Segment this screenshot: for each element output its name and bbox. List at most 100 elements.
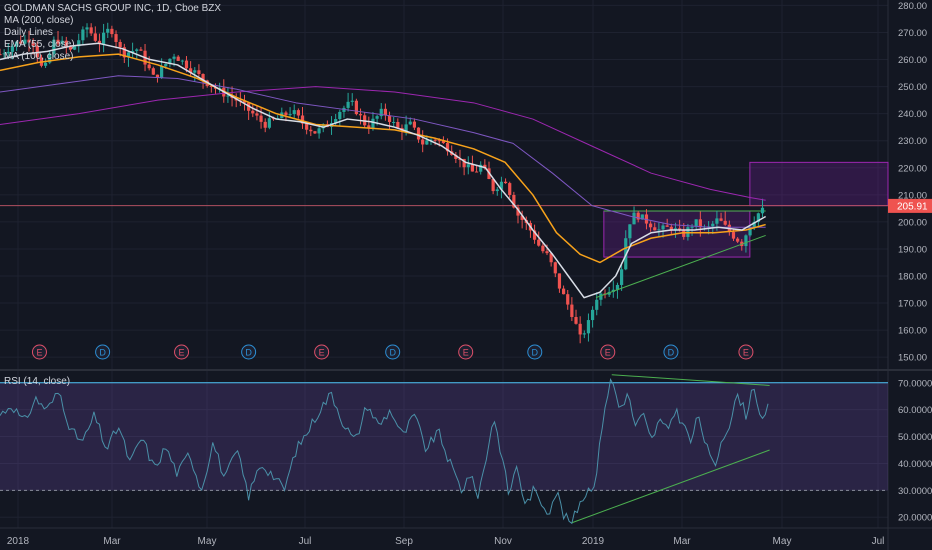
earnings-marker [600,344,616,360]
candle-body [694,219,698,227]
candle-body [690,226,694,228]
rsi-lower-trendline [572,449,770,524]
candle-body [10,46,15,52]
candle-body [0,54,2,56]
candle-body [193,70,197,73]
candle-body [218,87,222,89]
earnings-marker [458,344,474,360]
candle-body [483,164,487,169]
time-tick-label: Nov [494,536,512,547]
candle-body [305,123,309,130]
candle-body [180,60,184,62]
candle-body [255,113,259,116]
candle-body [122,47,126,58]
rsi-line [0,378,769,525]
candle-body [81,29,85,41]
candle-body [416,127,421,140]
candle-body [578,323,582,335]
legend-daily-lines[interactable]: Daily Lines [4,27,53,38]
time-tick-label: Jul [872,536,885,547]
candle-body [711,223,715,227]
candle-body [615,284,620,290]
event-marker-label: D [245,348,252,358]
rsi-band [0,382,888,491]
candle-body [437,140,441,142]
candle-body [421,139,425,145]
candle-body [300,115,305,124]
candle-body [292,110,296,115]
candle-body [495,189,499,192]
time-tick-label: May [773,536,792,547]
candle-body [665,225,669,227]
candle-body [640,214,644,220]
candle-body [582,333,586,335]
candle-body [719,218,723,221]
time-tick-label: Mar [103,536,121,547]
candle-body [358,114,363,116]
legend-ema55[interactable]: EMA (55, close) [4,39,75,50]
candle-body [184,60,189,69]
price-tick-label: 170.00 [898,299,927,310]
candle-body [748,226,752,236]
candle-body [48,53,52,63]
candle-body [744,235,748,247]
candle-body [89,27,93,34]
candle-body [653,227,657,231]
candle-body [599,293,603,300]
legend-ma200[interactable]: MA (200, close) [4,15,74,26]
price-tick-label: 210.00 [898,190,927,201]
dividend-marker [95,344,111,360]
candle-body [387,115,392,123]
dividend-marker [663,344,679,360]
price-tick-label: 250.00 [898,82,927,93]
earnings-marker [31,344,47,360]
candle-body [259,115,263,122]
legend-title: GOLDMAN SACHS GROUP INC, 1D, Cboe BZX [4,3,222,14]
candle-body [313,131,317,134]
candle-body [632,212,636,225]
candle-body [620,269,624,285]
price-tick-label: 220.00 [898,163,927,174]
candle-body [296,110,300,116]
price-tick-label: 230.00 [898,136,927,147]
earnings-marker [738,344,754,360]
candle-body [371,118,375,129]
candle-body [97,40,102,45]
candle-body [43,62,48,66]
rsi-tick-label: 50.0000 [898,432,932,443]
candle-body [35,45,39,58]
candle-body [338,111,342,120]
candle-body [458,158,462,160]
chart-legend: GOLDMAN SACHS GROUP INC, 1D, Cboe BZX MA… [4,3,221,63]
ma100-line [0,75,766,228]
candle-body [553,262,557,274]
candle-body [752,221,756,227]
candle-body [408,121,412,125]
candle-body [756,213,760,222]
price-tick-label: 150.00 [898,353,927,364]
candle-body [342,107,346,112]
rsi-tick-label: 20.0000 [898,513,932,524]
candle-body [126,52,131,58]
legend-ma100[interactable]: MA (100, close) [4,51,74,62]
candle-body [723,220,727,225]
rsi-legend[interactable]: RSI (14, close) [4,376,71,387]
candle-body [454,154,458,159]
time-tick-label: Sep [395,536,413,547]
candle-body [72,46,77,50]
current-price-label: 205.91 [897,201,928,212]
candle-body [164,63,168,67]
price-tick-label: 260.00 [898,55,927,66]
candle-body [68,46,73,50]
candle-body [595,299,599,310]
dividend-marker [241,344,257,360]
candle-body [657,229,661,231]
candle-body [383,108,387,116]
candle-body [209,85,213,87]
price-tick-label: 240.00 [898,109,927,120]
rsi-tick-label: 70.0000 [898,378,932,389]
event-marker-label: D [532,348,539,358]
candle-body [512,194,516,208]
price-trendline [595,234,766,299]
candle-body [31,42,35,46]
